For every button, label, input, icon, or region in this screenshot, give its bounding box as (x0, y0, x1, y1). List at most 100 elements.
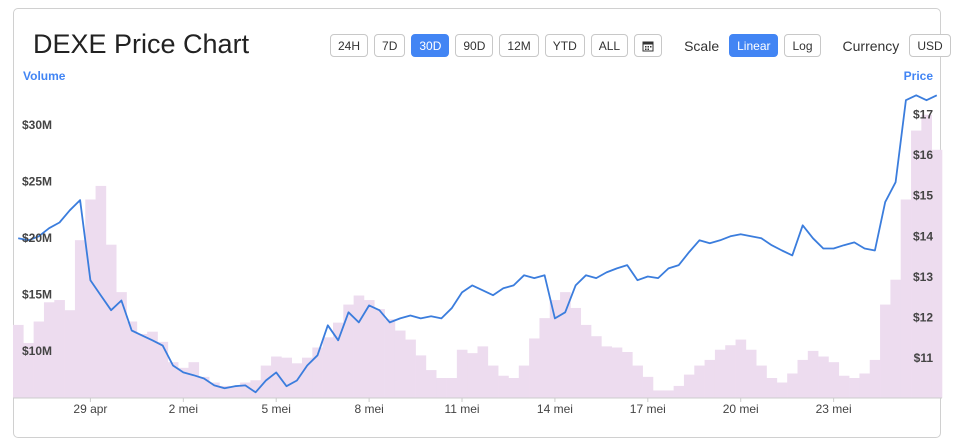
scale-button[interactable]: Linear (729, 34, 779, 57)
volume-bar (756, 365, 767, 398)
volume-bar (312, 347, 323, 398)
volume-bar (632, 365, 643, 398)
volume-bar (580, 324, 592, 398)
volume-bar (683, 374, 695, 398)
volume-bar (611, 347, 623, 398)
volume-bar (126, 321, 138, 398)
volume-bar (518, 365, 530, 398)
y2-tick-label: $16 (913, 148, 933, 162)
volume-bar (549, 300, 561, 398)
volume-bar (818, 356, 829, 398)
volume-bar (136, 333, 148, 398)
volume-bar (105, 244, 117, 398)
controls: 24H 7D 30D 90D 12M YTD ALL Scale Linear Log Curren… (330, 34, 951, 57)
x-tick-label: 11 mei (444, 402, 479, 416)
y2-tick-label: $14 (913, 229, 933, 243)
volume-bar (456, 349, 468, 398)
y2-tick-label: $11 (914, 351, 934, 365)
volume-bar (281, 357, 292, 398)
volume-bar (807, 350, 819, 398)
volume-bar (890, 279, 902, 398)
volume-bar (446, 378, 458, 398)
range-button[interactable]: 12M (499, 34, 539, 57)
volume-bar (74, 240, 86, 398)
volume-bar (776, 382, 788, 398)
volume-bar (745, 349, 757, 398)
volume-bar (188, 362, 200, 398)
volume-bar (529, 338, 540, 398)
y2-axis-title: Price (904, 69, 934, 83)
volume-bar (219, 385, 231, 398)
volume-bar (487, 365, 499, 398)
volume-bar (178, 367, 189, 398)
volume-bar (911, 130, 922, 398)
range-button[interactable]: YTD (544, 34, 585, 57)
volume-bar (209, 382, 220, 398)
scale-button[interactable]: Log (784, 34, 821, 57)
x-tick-label: 5 mei (262, 402, 291, 416)
x-tick-label: 8 mei (354, 402, 383, 416)
volume-bar (436, 378, 447, 398)
volume-bar (425, 370, 437, 398)
y2-tick-label: $17 (913, 107, 933, 121)
y-axis-title: Volume (23, 69, 66, 83)
volume-bar (43, 302, 55, 398)
range-button[interactable]: 7D (374, 34, 406, 57)
volume-bar (766, 378, 778, 398)
volume-bar (570, 307, 582, 398)
volume-bar (322, 337, 334, 398)
price-line (18, 94, 938, 394)
volume-bar (332, 322, 344, 398)
volume-bar (374, 309, 385, 398)
volume-bar (260, 365, 272, 398)
y-tick-label: $25M (22, 175, 52, 189)
y-tick-label: $30M (22, 118, 52, 132)
volume-bar (622, 352, 633, 398)
volume-bar (591, 336, 602, 398)
y-tick-label: $10M (22, 344, 52, 358)
volume-bar (663, 390, 674, 398)
chart-title: DEXE Price Chart (33, 29, 250, 59)
y-tick-label: $20M (22, 231, 52, 245)
volume-bar (539, 318, 551, 398)
volume-bar (250, 380, 262, 398)
volume-bar (271, 356, 282, 398)
volume-bar (85, 199, 96, 398)
volume-bar (921, 114, 932, 398)
volume-bar (900, 199, 912, 398)
volume-bar (353, 295, 365, 398)
chart: $10M $15M $20M $25M $30M $11 $12 $13 $14 $15 $16 $1… (13, 69, 943, 416)
volume-bar (642, 376, 654, 398)
x-tick-label: 14 mei (537, 402, 573, 416)
volume-bar (405, 339, 416, 398)
volume-bar (508, 378, 520, 398)
volume-bar (828, 362, 840, 398)
volume-bar (384, 319, 396, 398)
currency-label: Currency (842, 37, 900, 54)
volume-bar (601, 346, 612, 398)
volume-bar (415, 355, 427, 398)
currency-button[interactable]: USD (909, 34, 951, 57)
volume-bar (652, 390, 664, 398)
y2-tick-label: $13 (913, 270, 933, 284)
range-button[interactable]: 24H (330, 34, 369, 57)
volume-bar (116, 292, 127, 398)
volume-bar (229, 387, 241, 398)
range-button[interactable]: 30D (411, 34, 450, 57)
volume-bar (849, 378, 860, 398)
volume-bar (869, 359, 881, 398)
range-button[interactable]: 90D (455, 34, 494, 57)
volume-bar (498, 375, 509, 398)
volume-bar (157, 341, 169, 398)
volume-bar (694, 365, 705, 398)
volume-bar (64, 310, 76, 398)
range-button[interactable]: ALL (590, 34, 629, 57)
y2-tick-label: $12 (913, 311, 933, 325)
calendar-button[interactable] (634, 34, 663, 57)
volume-bar (931, 149, 943, 398)
volume-bar (859, 373, 871, 398)
x-tick-label: 20 mei (723, 402, 759, 416)
page: {"ui": {"title": "DEXE Price Chart", "ra… (13, 8, 951, 438)
volume-bar (467, 353, 478, 398)
volume-bar (735, 339, 747, 398)
